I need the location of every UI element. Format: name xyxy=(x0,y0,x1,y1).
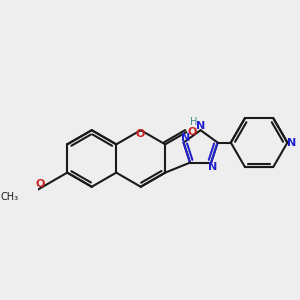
Text: H: H xyxy=(190,117,198,127)
Text: N: N xyxy=(181,133,190,143)
Text: O: O xyxy=(135,129,145,139)
Text: N: N xyxy=(287,138,297,148)
Text: N: N xyxy=(208,162,217,172)
Text: N: N xyxy=(196,121,205,131)
Text: CH₃: CH₃ xyxy=(1,192,19,202)
Text: O: O xyxy=(188,127,197,137)
Text: O: O xyxy=(36,179,45,189)
